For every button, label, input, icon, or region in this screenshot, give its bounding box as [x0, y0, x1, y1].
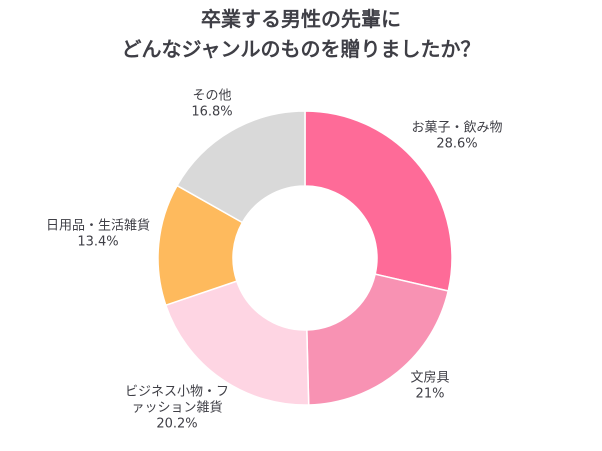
slice-category-label-4: 日用品・生活雑貨 — [46, 218, 150, 234]
slice-5 — [176, 110, 306, 224]
slice-value-label-5: 16.8% — [191, 105, 232, 120]
slice-value-label-2: 21% — [416, 387, 445, 402]
slice-category-label-3: ァッション雑貨 — [131, 400, 222, 416]
slice-category-label-2: 文房具 — [410, 370, 449, 386]
slice-2 — [306, 273, 450, 406]
chart-title-line-1: 卒業する男性の先輩に — [201, 7, 401, 31]
slice-3 — [164, 280, 310, 406]
slice-value-label-3: 20.2% — [156, 417, 197, 432]
slice-1 — [304, 110, 453, 292]
chart-title-line-2: どんなジャンルのものを贈りましたか？ — [121, 37, 481, 61]
slice-value-label-4: 13.4% — [77, 235, 118, 250]
slice-value-label-1: 28.6% — [436, 137, 477, 152]
slice-category-label-3: ビジネス小物・フ — [125, 385, 229, 400]
slice-category-label-1: お菓子・飲み物 — [411, 120, 502, 136]
slice-category-label-5: その他 — [192, 89, 231, 104]
